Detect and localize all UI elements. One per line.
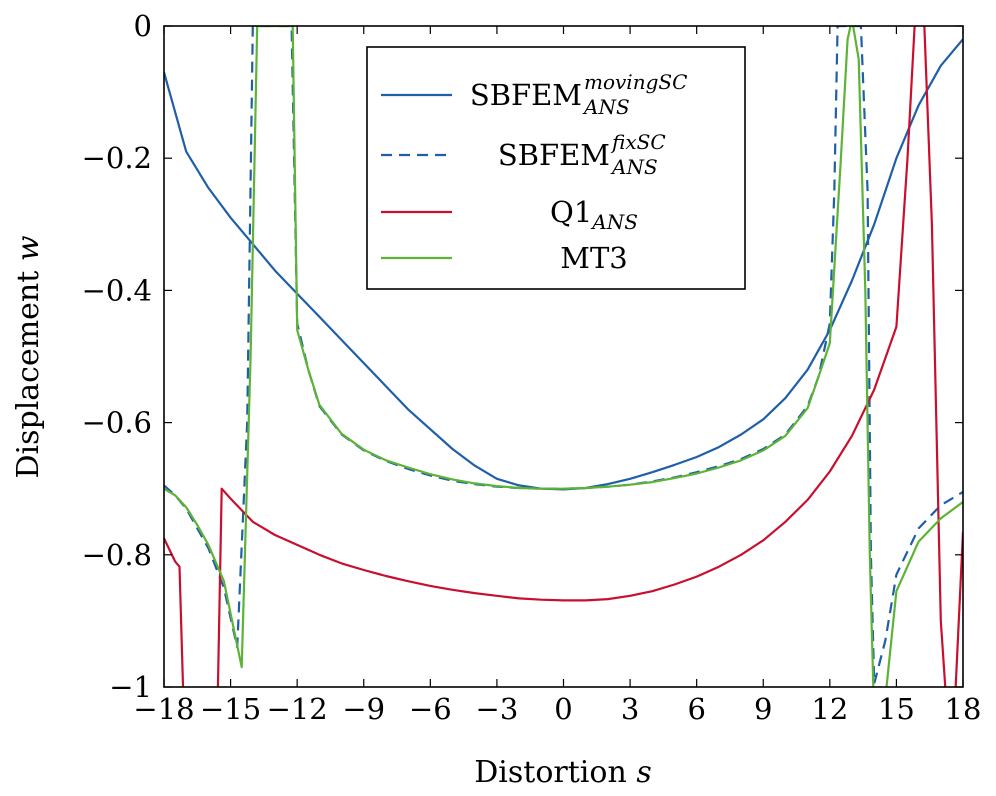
legend-label: SBFEM xyxy=(470,78,582,112)
legend-label-sub: ANS xyxy=(610,155,658,179)
x-tick-label: −9 xyxy=(342,692,385,726)
legend-label-sub: ANS xyxy=(582,95,630,119)
x-tick-label: 3 xyxy=(621,692,639,726)
legend-label-main: SBFEM xyxy=(470,78,582,112)
y-axis-title-text: Displacement xyxy=(11,261,46,478)
legend-label-sup: fixSC xyxy=(610,130,666,154)
series-line-3 xyxy=(164,26,963,687)
legend-label-sub: ANS xyxy=(590,210,638,234)
x-tick-label: 0 xyxy=(554,692,572,726)
x-tick-label: −6 xyxy=(409,692,452,726)
x-tick-label: 6 xyxy=(687,692,705,726)
y-axis-tick-labels: −1 −0.8 −0.6 −0.4 −0.2 0 xyxy=(82,9,152,704)
axis-ticks xyxy=(163,25,964,688)
legend-label: Q1ANS xyxy=(550,195,638,234)
y-tick-label: −1 xyxy=(109,670,152,704)
series-layer xyxy=(164,26,963,687)
x-tick-label: −15 xyxy=(200,692,261,726)
x-tick-label: −3 xyxy=(476,692,519,726)
legend-box xyxy=(366,46,746,290)
legend-label-main: SBFEM xyxy=(498,138,610,172)
y-tick-label: −0.8 xyxy=(82,538,152,572)
x-axis-title-variable: s xyxy=(636,755,651,790)
x-tick-label: 15 xyxy=(878,692,915,726)
legend-entry: Q1ANS xyxy=(381,195,638,234)
x-tick-label: −18 xyxy=(133,692,194,726)
series-line-4 xyxy=(164,26,963,687)
x-axis-title-text: Distortion xyxy=(474,755,636,790)
legend-label: SBFEM xyxy=(498,138,610,172)
legend-label-main: Q1 xyxy=(550,195,592,229)
legend-label: MT3 xyxy=(560,241,628,275)
x-tick-label: −12 xyxy=(267,692,328,726)
x-tick-label: 12 xyxy=(811,692,848,726)
x-axis-tick-labels: −18 −15 −12 −9 −6 −3 0 3 6 9 12 15 18 xyxy=(133,692,981,726)
y-tick-label: −0.4 xyxy=(82,273,152,307)
y-axis-title-variable: w xyxy=(11,235,46,261)
x-tick-label: 9 xyxy=(754,692,772,726)
y-tick-label: 0 xyxy=(134,9,152,43)
y-tick-label: −0.2 xyxy=(82,141,152,175)
legend-entry: MT3 xyxy=(381,241,628,275)
x-axis-title: Distortion s xyxy=(474,755,651,790)
legend-label-sup: movingSC xyxy=(584,70,687,94)
y-tick-label: −0.6 xyxy=(82,406,152,440)
x-tick-label: 18 xyxy=(945,692,982,726)
y-axis-title: Displacement w xyxy=(11,235,46,478)
